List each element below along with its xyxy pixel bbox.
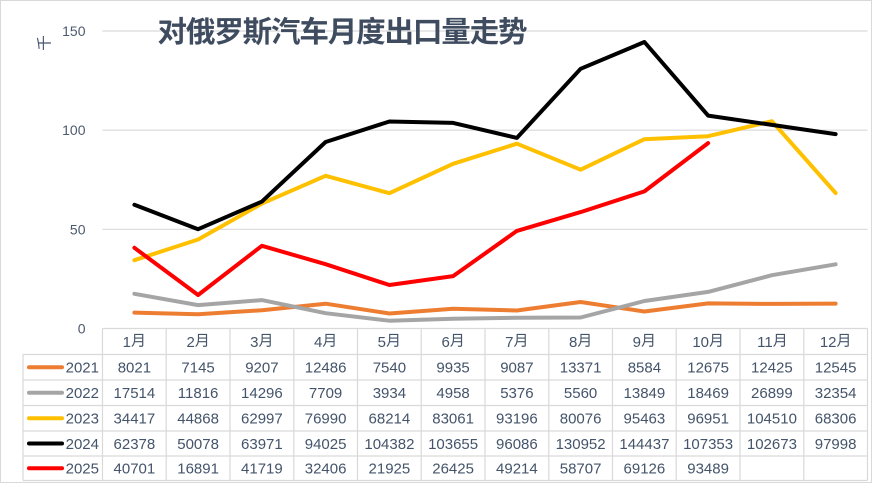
svg-text:150: 150 [62,23,86,39]
svg-text:14296: 14296 [241,385,283,402]
svg-text:44868: 44868 [177,411,219,428]
svg-text:103655: 103655 [428,436,478,453]
svg-text:9935: 9935 [436,360,469,377]
svg-text:7709: 7709 [309,385,342,402]
svg-text:11816: 11816 [178,385,219,402]
svg-text:0: 0 [78,321,86,337]
svg-text:62378: 62378 [114,436,156,453]
svg-text:12545: 12545 [815,360,857,377]
svg-text:4958: 4958 [436,385,469,402]
svg-text:1: 1 [123,334,131,351]
svg-text:7145: 7145 [181,360,214,377]
svg-text:8021: 8021 [118,360,151,377]
svg-text:4: 4 [314,334,322,351]
svg-text:7540: 7540 [373,360,406,377]
svg-text:5376: 5376 [500,385,533,402]
svg-text:12675: 12675 [687,360,729,377]
svg-text:130952: 130952 [556,436,606,453]
svg-text:21925: 21925 [369,461,411,478]
svg-text:34417: 34417 [114,411,156,428]
svg-text:50078: 50078 [177,436,219,453]
svg-text:2022: 2022 [66,385,99,402]
svg-text:144437: 144437 [619,436,669,453]
svg-text:10: 10 [692,334,709,351]
svg-text:58707: 58707 [560,461,602,478]
svg-text:50: 50 [70,221,86,237]
svg-text:7: 7 [505,334,513,351]
svg-text:3: 3 [250,334,258,351]
svg-text:13849: 13849 [624,385,666,402]
svg-text:62997: 62997 [241,411,283,428]
svg-text:12: 12 [820,334,837,351]
svg-text:102673: 102673 [747,436,797,453]
svg-text:32406: 32406 [305,461,347,478]
svg-text:93196: 93196 [496,411,538,428]
svg-text:2024: 2024 [66,436,99,453]
svg-text:32354: 32354 [815,385,857,402]
svg-text:41719: 41719 [241,461,283,478]
svg-text:5: 5 [378,334,386,351]
svg-text:104510: 104510 [747,411,797,428]
svg-text:8584: 8584 [628,360,661,377]
svg-text:9207: 9207 [245,360,278,377]
svg-text:76990: 76990 [305,411,347,428]
svg-text:16891: 16891 [177,461,219,478]
svg-text:3934: 3934 [373,385,406,402]
svg-text:94025: 94025 [305,436,347,453]
svg-text:2025: 2025 [66,461,99,478]
svg-text:93489: 93489 [687,461,729,478]
svg-text:96951: 96951 [687,411,729,428]
svg-text:83061: 83061 [432,411,474,428]
svg-text:68214: 68214 [369,411,411,428]
svg-text:63971: 63971 [241,436,283,453]
svg-text:11: 11 [757,334,773,351]
svg-text:12425: 12425 [751,360,793,377]
svg-text:107353: 107353 [683,436,733,453]
svg-text:12486: 12486 [305,360,347,377]
svg-text:69126: 69126 [624,461,666,478]
svg-text:100: 100 [62,122,86,138]
svg-text:97998: 97998 [815,436,857,453]
svg-text:26425: 26425 [432,461,474,478]
svg-text:6: 6 [441,334,449,351]
svg-text:40701: 40701 [114,461,156,478]
svg-text:104382: 104382 [364,436,414,453]
svg-text:2: 2 [186,334,194,351]
svg-text:2021: 2021 [66,360,99,377]
svg-text:68306: 68306 [815,411,857,428]
svg-text:26899: 26899 [751,385,793,402]
svg-text:49214: 49214 [496,461,538,478]
svg-text:8: 8 [569,334,577,351]
svg-text:2023: 2023 [66,411,99,428]
svg-text:13371: 13371 [560,360,602,377]
svg-text:5560: 5560 [564,385,597,402]
svg-text:9: 9 [633,334,641,351]
svg-text:17514: 17514 [114,385,156,402]
svg-text:95463: 95463 [624,411,666,428]
svg-text:9087: 9087 [500,360,533,377]
svg-text:18469: 18469 [687,385,729,402]
svg-text:96086: 96086 [496,436,538,453]
svg-text:80076: 80076 [560,411,602,428]
